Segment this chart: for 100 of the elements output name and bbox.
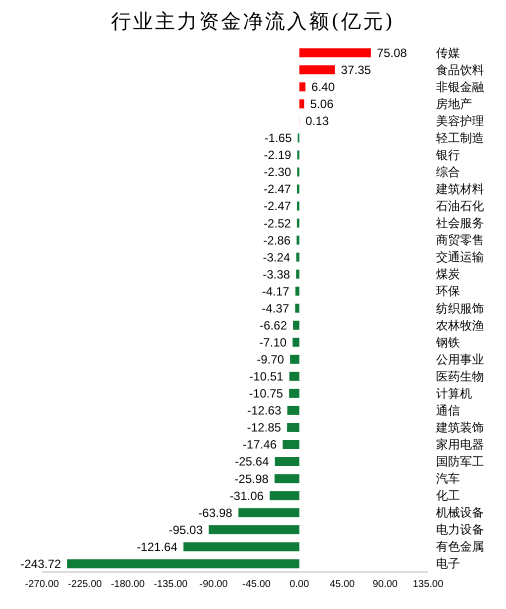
y-tick-label: 钢铁	[435, 335, 460, 350]
data-label: -2.30	[264, 165, 292, 180]
y-tick-label: 食品饮料	[436, 62, 484, 77]
data-label: -3.38	[262, 267, 290, 282]
x-tick-label: 90.00	[372, 579, 398, 590]
y-tick-label: 商贸零售	[436, 233, 484, 248]
data-label: 75.08	[376, 46, 408, 60]
bar	[274, 474, 300, 484]
data-label: 6.40	[311, 80, 336, 94]
y-tick-label: 机械设备	[436, 506, 484, 520]
bar	[290, 354, 300, 364]
y-tick-label: 非银金融	[436, 80, 484, 94]
data-label: -243.72	[20, 556, 62, 571]
data-label: -1.65	[264, 131, 292, 146]
data-label: -4.37	[262, 301, 290, 316]
x-tick-label: 0.00	[290, 579, 310, 590]
data-label: -2.19	[264, 148, 292, 162]
y-tick-label: 农林牧渔	[436, 318, 484, 332]
y-tick-label: 化工	[436, 488, 460, 503]
bar	[183, 542, 300, 552]
x-tick-label: -90.00	[199, 579, 228, 590]
x-tick-label: -270.00	[25, 579, 60, 590]
data-label: -17.46	[242, 438, 278, 452]
data-label: -3.24	[262, 250, 291, 264]
y-tick-label: 电子	[436, 556, 460, 571]
bar	[287, 422, 300, 432]
data-label: -95.03	[168, 522, 204, 537]
y-tick-label: 银行	[435, 148, 460, 162]
data-label: 0.13	[305, 114, 330, 128]
bar	[274, 457, 300, 466]
x-tick-label: -180.00	[110, 579, 146, 590]
bar	[282, 440, 300, 449]
y-tick-label: 轻工制造	[436, 130, 484, 145]
data-label: -25.64	[234, 454, 270, 469]
data-label: -4.17	[262, 284, 290, 298]
bar	[292, 338, 300, 347]
bar	[295, 304, 300, 313]
y-tick-label: 电力设备	[436, 522, 484, 537]
data-label: -12.85	[247, 420, 282, 435]
bar	[238, 508, 300, 518]
x-tick-label: -45.00	[242, 579, 272, 590]
bar	[293, 320, 300, 330]
bar	[296, 270, 300, 279]
y-tick-label: 建筑材料	[435, 182, 484, 196]
y-tick-label: 计算机	[436, 386, 472, 400]
y-tick-label: 家用电器	[436, 438, 484, 452]
data-label: -2.47	[264, 199, 292, 214]
bar	[67, 559, 300, 568]
bar	[289, 372, 300, 381]
data-label: -2.86	[263, 233, 291, 248]
y-tick-label: 传媒	[436, 46, 460, 60]
bar	[299, 82, 306, 92]
y-tick-label: 环保	[436, 284, 460, 298]
data-label: -12.63	[247, 404, 282, 418]
data-label: -63.98	[198, 506, 233, 520]
y-tick-label: 通信	[436, 403, 460, 418]
data-label: -7.10	[259, 336, 287, 350]
bar	[299, 65, 335, 74]
y-tick-label: 有色金属	[436, 540, 484, 554]
y-tick-label: 社会服务	[436, 216, 484, 230]
chart-title: 行业主力资金净流入额(亿元)	[110, 8, 396, 35]
data-label: -2.47	[264, 182, 292, 196]
data-label: 37.35	[340, 62, 372, 77]
y-tick-label: 交通运输	[436, 250, 484, 264]
data-label: -2.52	[264, 216, 292, 230]
bar	[296, 202, 300, 211]
x-tick-label: -135.00	[154, 579, 188, 590]
x-tick-label: -225.00	[68, 579, 102, 590]
y-tick-label: 公用事业	[436, 352, 484, 366]
bar	[270, 491, 300, 500]
data-label: -31.06	[230, 488, 264, 503]
data-label: -6.62	[260, 318, 288, 332]
y-tick-label: 煤炭	[436, 267, 460, 282]
data-label: -25.98	[234, 472, 269, 486]
bar	[296, 236, 300, 245]
y-tick-label: 建筑装饰	[435, 420, 484, 434]
x-tick-label: 135.00	[412, 579, 444, 590]
y-tick-label: 房地产	[436, 96, 472, 111]
bar	[289, 388, 300, 398]
bar	[287, 406, 300, 415]
data-label: -10.51	[249, 370, 284, 384]
x-tick-label: 45.00	[330, 579, 356, 590]
bar	[299, 48, 371, 58]
bar	[296, 252, 300, 262]
bar	[296, 184, 300, 194]
data-label: -121.64	[136, 540, 178, 554]
bar	[208, 525, 300, 534]
bar	[299, 99, 304, 108]
bar	[296, 218, 300, 228]
data-label: -9.70	[256, 352, 284, 367]
y-tick-label: 汽车	[436, 472, 460, 486]
data-label: -10.75	[249, 386, 284, 401]
data-label: 5.06	[310, 97, 334, 112]
y-tick-label: 综合	[436, 165, 460, 179]
y-tick-label: 美容护理	[436, 114, 484, 128]
bar	[295, 286, 300, 296]
y-tick-label: 国防军工	[436, 454, 484, 469]
y-tick-label: 纺织服饰	[436, 301, 484, 316]
y-tick-label: 医药生物	[436, 369, 484, 384]
y-tick-label: 石油石化	[436, 199, 484, 214]
